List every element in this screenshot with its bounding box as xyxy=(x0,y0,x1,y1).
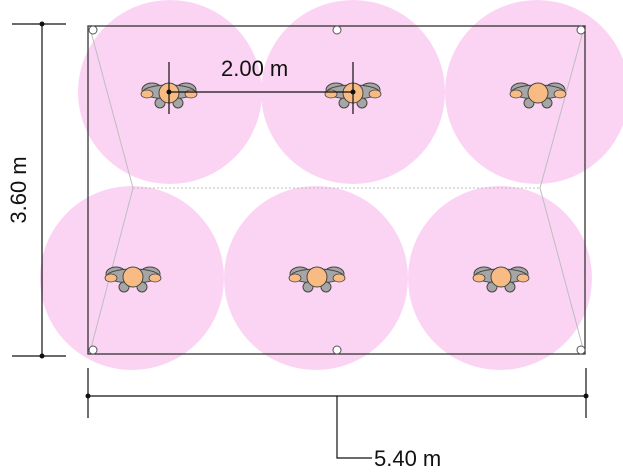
distancing-circles xyxy=(40,0,623,370)
height-dimension xyxy=(12,21,66,359)
guide-line xyxy=(539,27,585,189)
width-leader-line xyxy=(336,396,372,459)
height-label: 3.60 m xyxy=(6,156,31,223)
corner-marker-icon xyxy=(332,25,342,35)
corner-markers xyxy=(88,25,586,355)
width-endpoint xyxy=(583,393,589,399)
spacing-dimension xyxy=(166,62,356,114)
spacing-endpoint xyxy=(350,89,356,95)
corner-marker-icon xyxy=(332,345,342,355)
corner-marker-icon xyxy=(88,345,98,355)
corner-marker-icon xyxy=(576,345,586,355)
width-endpoint xyxy=(85,393,91,399)
spacing-endpoint xyxy=(166,89,172,95)
width-label: 5.40 m xyxy=(374,446,441,471)
width-dimension xyxy=(85,368,589,459)
height-endpoint xyxy=(39,21,45,27)
height-endpoint xyxy=(39,353,45,359)
guide-line xyxy=(539,187,585,353)
corner-marker-icon xyxy=(88,25,98,35)
guide-lines xyxy=(89,27,585,353)
corner-marker-icon xyxy=(576,25,586,35)
spacing-label: 2.00 m xyxy=(221,56,288,81)
guide-line xyxy=(89,27,134,189)
